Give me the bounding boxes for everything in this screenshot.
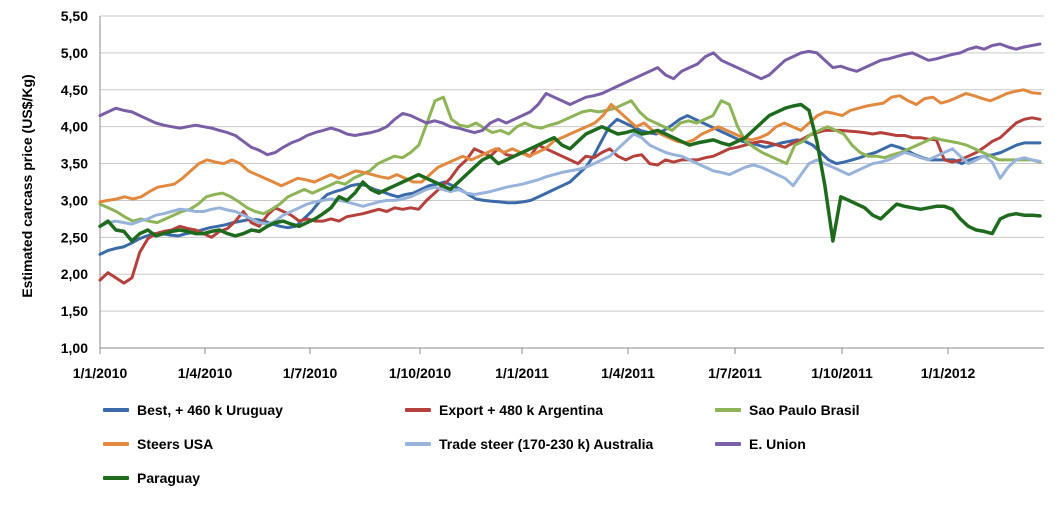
series-line-steers-usa [98,88,1042,204]
y-tick-label: 4,00 [61,119,88,135]
series-lines [98,42,1042,285]
x-tick-label: 1/7/2010 [283,365,338,381]
series-line-sao-paulo-brasil [98,95,1042,225]
x-axis-ticks: 1/1/2010 1/4/2010 1/7/2010 1/10/2010 1/1/201… [73,348,976,381]
x-tick-label: 1/4/2011 [601,365,655,381]
x-tick-label: 1/4/2010 [178,365,233,381]
x-tick-label: 1/1/2011 [495,365,549,381]
y-tick-label: 4,50 [61,82,88,98]
y-tick-label: 1,50 [61,303,88,319]
y-tick-label: 5,00 [61,45,88,61]
gridlines [99,15,1044,349]
series-line-export-480-k-argentina [98,116,1042,285]
x-tick-label: 1/7/2011 [708,365,762,381]
y-tick-label: 2,00 [61,266,88,282]
y-axis-label: Estimated carcass price (US$/Kg) [19,74,35,297]
y-axis-ticks: 1,00 1,50 2,00 2,50 3,00 3,50 4,00 4,50 5,00 5,50 [61,8,88,356]
y-tick-label: 1,00 [61,340,88,356]
series-line-trade-steer-170-230-k-australia [98,132,1042,228]
x-tick-label: 1/1/2012 [921,365,976,381]
x-tick-label: 1/10/2010 [389,365,451,381]
x-tick-label: 1/1/2010 [73,365,128,381]
y-tick-label: 3,50 [61,156,88,172]
y-tick-label: 2,50 [61,229,88,245]
series-line-paraguay [98,102,1042,243]
y-tick-label: 3,00 [61,192,88,208]
x-tick-label: 1/10/2011 [811,365,873,381]
y-tick-label: 5,50 [61,8,88,24]
series-line-e-union [98,42,1042,157]
series-line-best-460-k-uruguay [98,114,1042,256]
